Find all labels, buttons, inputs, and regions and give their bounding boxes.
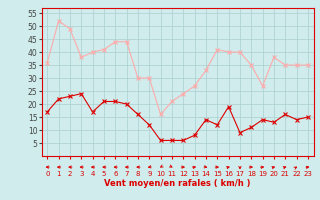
X-axis label: Vent moyen/en rafales ( km/h ): Vent moyen/en rafales ( km/h ) (104, 179, 251, 188)
